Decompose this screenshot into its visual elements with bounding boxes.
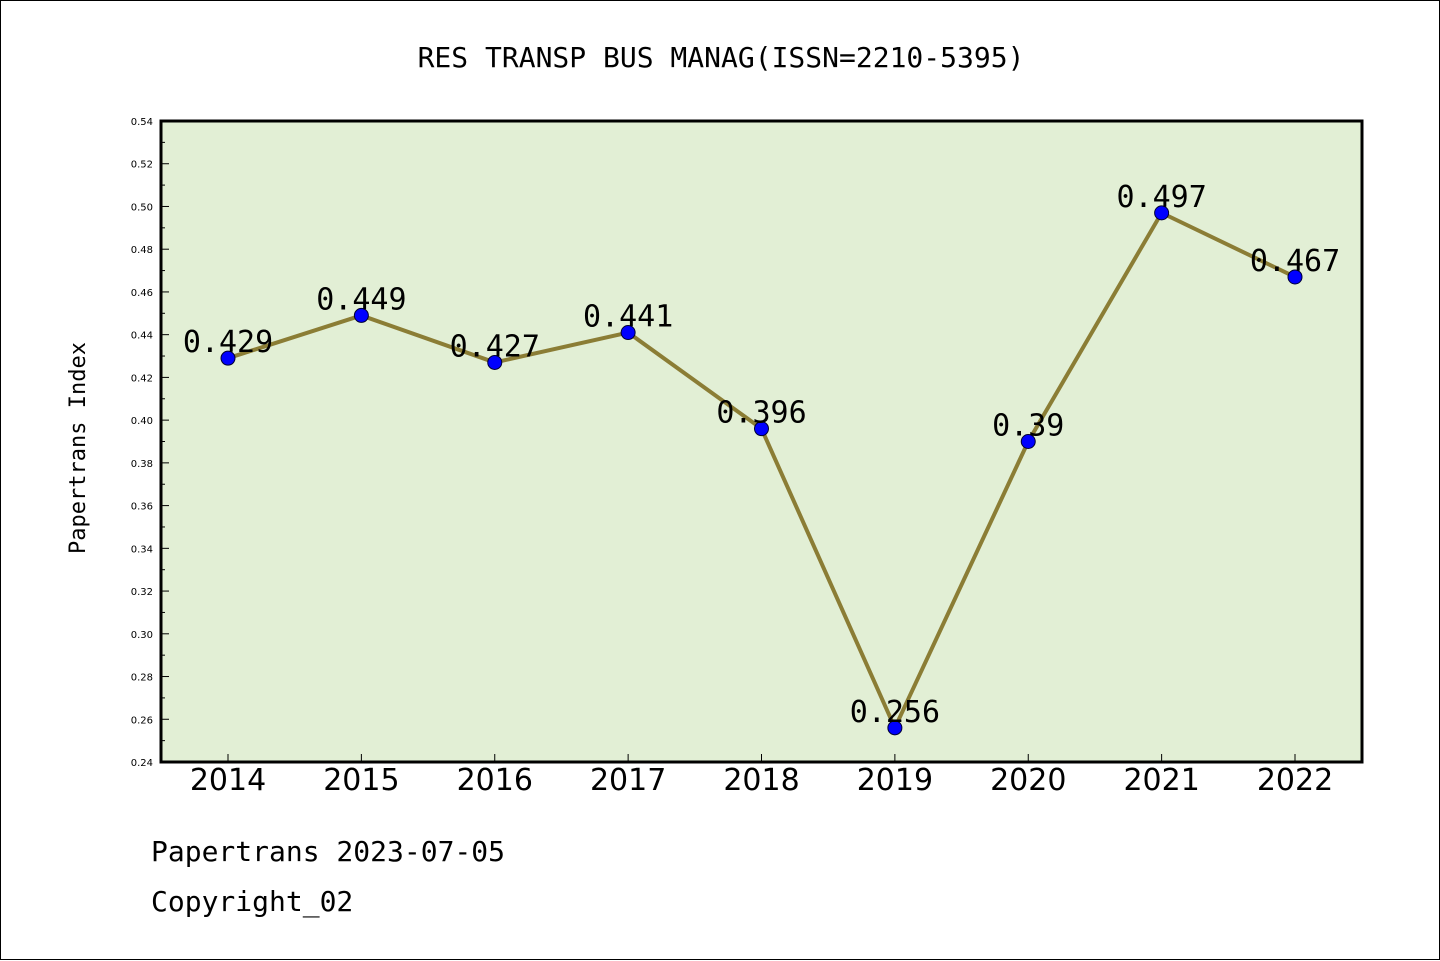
y-axis-label: Papertrans Index xyxy=(66,342,91,554)
data-point-marker xyxy=(1287,269,1303,285)
y-tick-label: 0.54 xyxy=(131,117,153,128)
data-labels: 0.429 0.449 0.427 0.441 0.396 0.256 0.39 0.497 0… xyxy=(183,180,1340,730)
data-point-marker xyxy=(220,350,236,366)
y-tick-label: 0.26 xyxy=(131,715,153,726)
y-axis-ticks: 0.24 0.26 0.28 0.30 0.32 0.34 0.36 0.38 0.40 0.42… xyxy=(131,117,169,769)
data-value-label: 0.467 xyxy=(1250,244,1340,279)
x-tick-label: 2014 xyxy=(190,763,266,798)
data-value-label: 0.441 xyxy=(583,300,673,335)
data-point-marker xyxy=(1020,434,1036,449)
x-tick-label: 2022 xyxy=(1257,763,1333,798)
x-tick-label: 2018 xyxy=(723,763,799,798)
x-tick-label: 2020 xyxy=(990,763,1066,798)
footer-date-text: Papertrans 2023-07-05 xyxy=(151,835,506,868)
y-tick-label: 0.48 xyxy=(131,245,153,256)
data-value-label: 0.449 xyxy=(316,282,406,317)
y-tick-label: 0.38 xyxy=(131,459,153,470)
y-tick-label: 0.32 xyxy=(131,587,153,598)
y-tick-label: 0.36 xyxy=(131,502,153,513)
y-tick-label: 0.44 xyxy=(131,331,153,342)
data-value-label: 0.256 xyxy=(850,695,940,730)
y-tick-label: 0.42 xyxy=(131,373,153,384)
data-value-label: 0.39 xyxy=(992,409,1064,444)
data-value-label: 0.427 xyxy=(450,329,540,364)
data-markers xyxy=(220,205,1303,736)
data-point-marker xyxy=(487,354,503,370)
y-tick-label: 0.52 xyxy=(131,160,153,171)
y-tick-label: 0.50 xyxy=(131,202,153,213)
y-tick-label: 0.46 xyxy=(131,288,153,299)
y-tick-label: 0.24 xyxy=(131,758,153,769)
x-tick-label: 2017 xyxy=(590,763,666,798)
data-value-label: 0.396 xyxy=(716,396,806,431)
footer-copyright-text: Copyright_02 xyxy=(151,885,354,918)
data-point-marker xyxy=(754,421,769,437)
x-tick-label: 2021 xyxy=(1123,763,1199,798)
data-point-marker xyxy=(1154,205,1170,221)
data-value-label: 0.429 xyxy=(183,325,273,360)
data-point-marker xyxy=(887,720,903,736)
x-tick-label: 2015 xyxy=(323,763,399,798)
y-tick-label: 0.40 xyxy=(131,416,153,427)
x-axis-ticks: 2014 2015 2016 2017 2018 2019 2020 2021 2022 xyxy=(190,754,1333,798)
data-value-label: 0.497 xyxy=(1116,180,1206,215)
data-point-marker xyxy=(620,325,636,341)
plot-area xyxy=(159,119,1364,764)
y-tick-label: 0.28 xyxy=(131,673,153,684)
x-tick-label: 2019 xyxy=(857,763,933,798)
y-tick-label: 0.34 xyxy=(131,544,153,555)
data-point-marker xyxy=(353,307,369,323)
chart-title: RES TRANSP BUS MANAG(ISSN=2210-5395) xyxy=(418,41,1025,74)
y-tick-label: 0.30 xyxy=(131,630,153,641)
x-tick-label: 2016 xyxy=(457,763,533,798)
